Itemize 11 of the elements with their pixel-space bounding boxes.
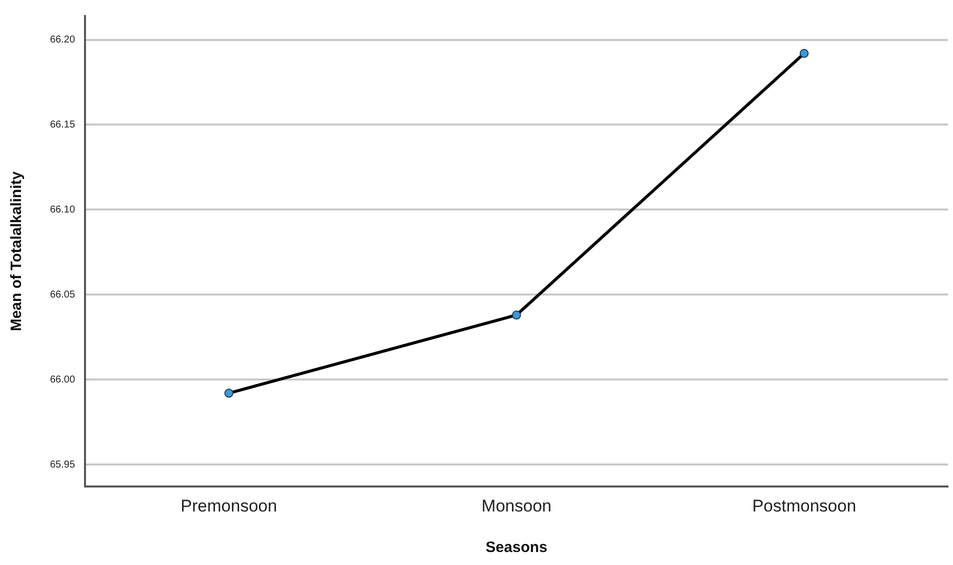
- x-tick-label: Monsoon: [482, 496, 552, 516]
- y-tick-label: 66.20: [50, 34, 76, 46]
- y-axis-title: Mean of Totalalkalinity: [8, 170, 26, 332]
- y-tick-label: 66.15: [50, 119, 76, 130]
- x-axis-title: Seasons: [486, 539, 548, 556]
- x-tick-label: Postmonsoon: [752, 496, 856, 516]
- y-tick-label: 66.10: [50, 204, 76, 216]
- y-tick-label: 66.00: [50, 374, 76, 386]
- y-tick-label: 66.05: [50, 289, 76, 300]
- y-tick-label: 65.95: [50, 459, 76, 470]
- x-tick-label: Premonsoon: [180, 496, 278, 516]
